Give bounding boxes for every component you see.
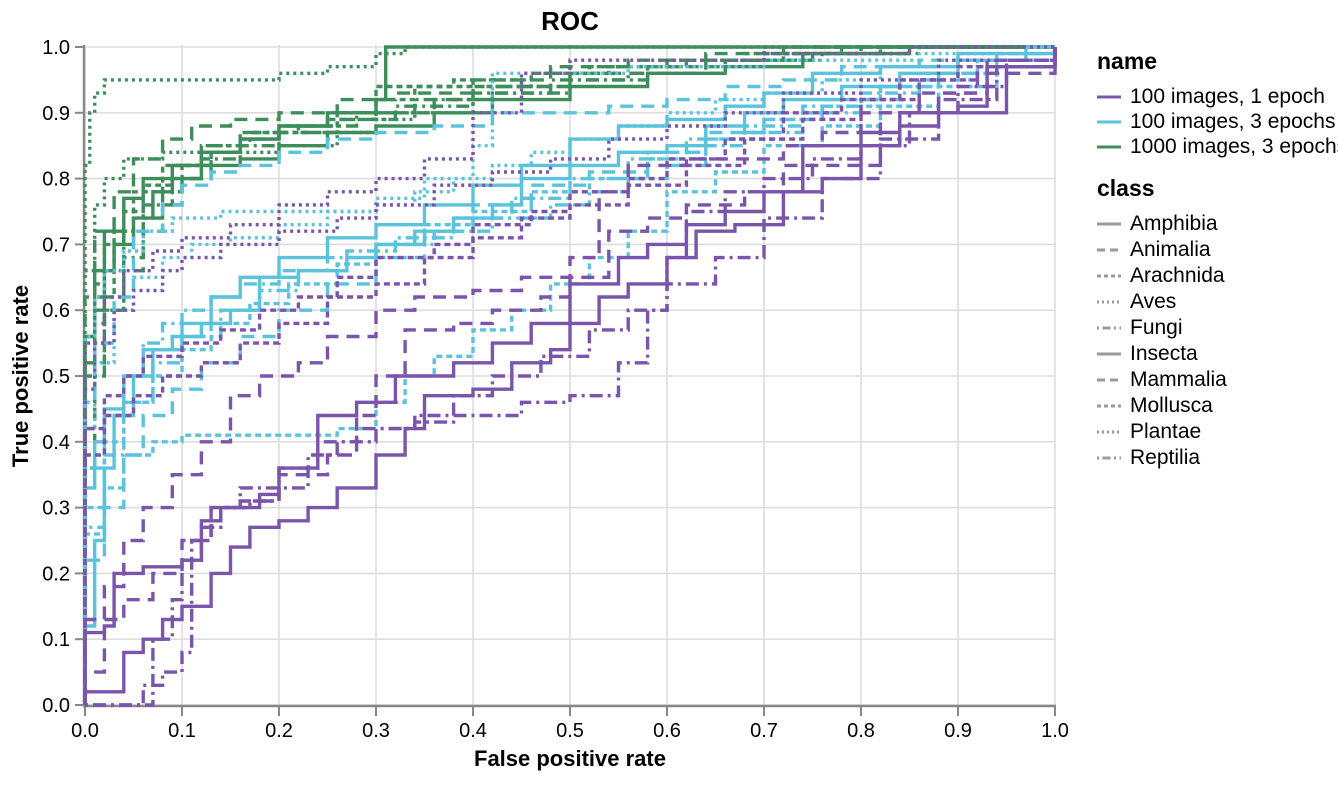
legend-name-item: 100 images, 1 epoch xyxy=(1097,84,1337,109)
legend-item-label: 100 images, 3 epochs xyxy=(1130,109,1336,133)
legend-swatch-line xyxy=(1097,456,1121,460)
legend-item-label: Mollusca xyxy=(1130,394,1213,417)
legend-class-item: Aves xyxy=(1097,289,1337,315)
y-tick-label: 0.5 xyxy=(42,366,70,388)
y-tick-label: 0.0 xyxy=(42,695,70,717)
y-axis-title: True positive rate xyxy=(8,285,33,467)
roc-curve xyxy=(83,45,1055,705)
roc-curve xyxy=(85,47,1057,707)
legend-name-title: name xyxy=(1097,48,1158,74)
legend-item-label: Amphibia xyxy=(1130,212,1218,235)
roc-curve xyxy=(83,47,1057,705)
legend-class-item: Arachnida xyxy=(1097,263,1337,289)
axis-layer: 0.0 0.1 0.2 0.3 0.4 0.5 0.6 0.7 0.8 0.9 1.0 0.0 0.1 0… xyxy=(42,37,1069,742)
legend-item-label: Arachnida xyxy=(1130,264,1225,287)
legend-class-item: Fungi xyxy=(1097,315,1337,341)
legend-swatch-line xyxy=(1097,378,1121,382)
roc-curve xyxy=(83,45,1055,705)
legend-item-label: 100 images, 1 epoch xyxy=(1130,84,1325,108)
roc-curve xyxy=(83,45,1055,705)
legend-swatch-line xyxy=(1097,430,1121,434)
legend-class-item: Mollusca xyxy=(1097,393,1337,419)
legend-swatch-line xyxy=(1097,120,1121,123)
legend-swatch-line xyxy=(1097,326,1121,330)
roc-curve xyxy=(83,47,1057,705)
x-tick-label: 0.7 xyxy=(750,720,778,742)
roc-curve xyxy=(83,45,1055,705)
roc-curve xyxy=(83,47,1057,705)
y-tick-label: 0.9 xyxy=(42,103,70,125)
legend-item-label: Plantae xyxy=(1130,420,1202,443)
legend-name-items: 100 images, 1 epoch 100 images, 3 epochs 1… xyxy=(1097,84,1338,159)
chart-title: ROC xyxy=(541,6,599,36)
x-tick-label: 0.8 xyxy=(847,720,875,742)
legend-swatch-line xyxy=(1097,300,1121,304)
legend-swatch-line xyxy=(1097,145,1121,148)
legend-item-label: Reptilia xyxy=(1130,446,1201,469)
legend-swatch-line xyxy=(1097,95,1121,98)
roc-curve xyxy=(83,45,1055,705)
roc-curve xyxy=(83,45,1055,705)
roc-curve xyxy=(83,47,1057,705)
x-tick-label: 0.4 xyxy=(459,720,487,742)
roc-curve xyxy=(83,47,1057,705)
legend-name-item: 1000 images, 3 epochs xyxy=(1097,134,1338,159)
x-tick-label: 0.3 xyxy=(362,720,390,742)
legend-class-item: Plantae xyxy=(1097,419,1337,445)
legend-class-item: Animalia xyxy=(1097,237,1337,263)
legend-swatch-line xyxy=(1097,404,1121,408)
roc-curve xyxy=(83,47,1057,705)
x-tick-label: 0.6 xyxy=(653,720,681,742)
legend-swatch-line xyxy=(1097,352,1121,356)
legend-swatch-line xyxy=(1097,274,1121,278)
x-tick-label: 0.0 xyxy=(71,720,99,742)
legend-item-label: 1000 images, 3 epochs xyxy=(1130,134,1338,158)
legend-item-label: Fungi xyxy=(1130,316,1183,339)
x-axis-title: False positive rate xyxy=(474,746,666,771)
legend-item-label: Insecta xyxy=(1130,342,1198,365)
x-tick-label: 0.5 xyxy=(556,720,584,742)
legend-class-items: Amphibia Animalia Arachnida Aves Fungi Insect… xyxy=(1097,211,1337,471)
legend-class-item: Insecta xyxy=(1097,341,1337,367)
legend: name 100 images, 1 epoch 100 images, 3 ep… xyxy=(1097,48,1338,471)
legend-item-label: Mammalia xyxy=(1130,368,1227,391)
legend-item-label: Aves xyxy=(1130,290,1177,313)
legend-swatch-line xyxy=(1097,222,1121,226)
y-tick-label: 0.2 xyxy=(42,563,70,585)
legend-swatch-line xyxy=(1097,248,1121,252)
legend-name-item: 100 images, 3 epochs xyxy=(1097,109,1337,134)
x-tick-label: 0.1 xyxy=(168,720,196,742)
y-tick-label: 0.6 xyxy=(42,300,70,322)
x-tick-label: 1.0 xyxy=(1041,720,1069,742)
y-tick-label: 0.8 xyxy=(42,169,70,191)
y-tick-label: 0.1 xyxy=(42,629,70,651)
roc-curve xyxy=(83,47,1057,705)
y-tick-label: 0.3 xyxy=(42,498,70,520)
x-tick-label: 0.2 xyxy=(265,720,293,742)
legend-class-item: Reptilia xyxy=(1097,445,1337,471)
y-tick-label: 1.0 xyxy=(42,37,70,59)
y-tick-label: 0.7 xyxy=(42,234,70,256)
roc-curves-layer xyxy=(83,45,1057,707)
y-tick-label: 0.4 xyxy=(42,432,70,454)
legend-class-item: Amphibia xyxy=(1097,211,1337,237)
legend-class-title: class xyxy=(1097,175,1155,201)
legend-class-item: Mammalia xyxy=(1097,367,1337,393)
roc-curve xyxy=(83,45,1055,705)
x-tick-label: 0.9 xyxy=(944,720,972,742)
roc-curve xyxy=(83,47,1057,705)
roc-curve xyxy=(83,47,1057,705)
legend-item-label: Animalia xyxy=(1130,238,1211,261)
roc-curve xyxy=(83,47,1057,705)
